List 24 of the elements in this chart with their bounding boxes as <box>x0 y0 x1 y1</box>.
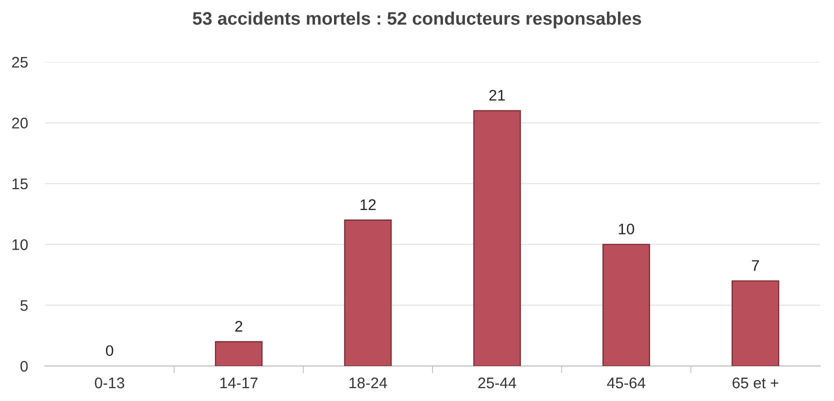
y-tick-label: 5 <box>20 300 28 311</box>
bar <box>602 244 650 366</box>
y-tick-label: 20 <box>12 118 28 128</box>
y-tick-label: 25 <box>12 56 28 68</box>
data-label: 0 <box>106 345 114 356</box>
data-label: 12 <box>360 199 376 210</box>
x-tick-label: 45-64 <box>607 378 646 388</box>
y-tick-label: 15 <box>12 178 28 190</box>
data-label: 2 <box>235 320 242 332</box>
y-tick-label: 10 <box>12 239 28 250</box>
x-tick-label: 14-17 <box>220 378 258 388</box>
x-tick-label: 65 et + <box>732 378 778 388</box>
chart-title: 53 accidents mortels : 52 conducteurs responsables <box>192 12 642 28</box>
data-label: 10 <box>618 224 634 234</box>
data-label: 7 <box>752 260 759 271</box>
y-tick-label: 0 <box>20 360 28 372</box>
data-label: 21 <box>489 90 505 101</box>
bar <box>473 110 521 366</box>
bar <box>214 341 263 366</box>
x-tick-label: 18-24 <box>350 378 388 388</box>
bar <box>344 220 392 366</box>
x-tick-label: 25-44 <box>478 378 516 388</box>
x-tick-label: 0-13 <box>94 378 124 388</box>
bar <box>732 280 780 366</box>
